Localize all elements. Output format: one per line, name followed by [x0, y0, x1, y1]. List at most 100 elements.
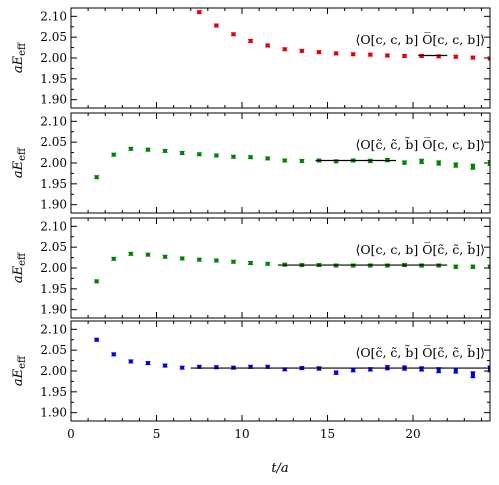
data-point	[111, 153, 116, 157]
data-point	[214, 24, 219, 27]
y-axis-label: aEeff	[11, 147, 28, 178]
data-point	[128, 147, 133, 151]
panel-4: 1.90 1.95 2.00 2.05 2.10 aEeff ⟨O[c̃, c̃, b̃] …	[11, 320, 491, 422]
data-point	[94, 175, 99, 179]
y-axis-label-sub: eff	[17, 42, 28, 56]
y-axis-label: aEeff	[11, 252, 28, 283]
x-tick-label: 10	[234, 427, 249, 441]
data-point	[231, 260, 236, 264]
data-point	[299, 49, 304, 53]
data-point	[248, 261, 253, 265]
panel-1: 1.90 1.95 2.00 2.05 2.10 aEeff ⟨O[c, c, b] O̅[…	[11, 7, 491, 109]
x-axis: 0 5 10 15 20	[67, 427, 421, 441]
data-point	[265, 44, 270, 47]
data-point	[163, 255, 168, 259]
y-tick-label: 1.95	[40, 282, 67, 296]
panel-annotation: ⟨O[c̃, c̃, b̃] O̅[c̃, c̃, b̃]⟩	[355, 344, 485, 360]
data-point	[488, 56, 490, 60]
data-point	[94, 279, 99, 283]
x-tick-label: 15	[320, 427, 335, 441]
y-tick-label: 2.05	[40, 135, 67, 149]
panel-annotation: ⟨O[c̃, c̃, b̃] O̅[c, c, b]⟩	[355, 136, 485, 152]
data-series	[196, 10, 490, 61]
data-point	[94, 338, 99, 342]
data-point	[197, 152, 202, 156]
data-point	[453, 163, 458, 168]
data-point	[248, 39, 253, 43]
data-point	[128, 359, 133, 363]
data-point	[488, 160, 490, 166]
data-point	[145, 253, 150, 257]
data-point	[470, 164, 475, 170]
data-point	[470, 56, 475, 60]
data-point	[334, 51, 339, 55]
data-point	[265, 156, 270, 160]
y-axis-label-sub: eff	[17, 355, 28, 369]
y-axis-label-main: aE	[11, 265, 26, 283]
data-point	[419, 159, 424, 164]
data-point	[128, 252, 133, 256]
y-tick-label: 1.95	[40, 177, 67, 191]
data-point	[231, 32, 236, 36]
y-tick-label: 1.90	[40, 93, 67, 107]
y-tick-label: 1.95	[40, 385, 67, 399]
data-point	[163, 149, 168, 153]
data-point	[436, 160, 441, 166]
data-point	[265, 365, 270, 369]
panel-annotation: ⟨O[c, c, b] O̅[c̃, c̃, b̃]⟩	[355, 241, 485, 257]
y-tick-label: 2.10	[40, 322, 67, 336]
data-point	[299, 159, 304, 163]
panel-frame	[70, 217, 491, 319]
data-point	[214, 259, 219, 262]
data-point	[334, 371, 339, 375]
data-point	[163, 364, 168, 368]
y-tick-label: 2.00	[40, 364, 67, 378]
panel-frame	[70, 112, 491, 214]
data-point	[180, 256, 185, 260]
y-tick-label: 2.00	[40, 156, 67, 170]
data-point	[488, 265, 490, 269]
y-tick-label: 2.05	[40, 30, 67, 44]
data-series	[94, 146, 490, 180]
data-point	[145, 361, 150, 365]
data-point	[316, 50, 321, 54]
data-point	[282, 159, 287, 162]
y-axis-label-main: aE	[11, 160, 26, 178]
data-point	[453, 265, 458, 269]
data-point	[436, 54, 441, 58]
y-axis-label-sub: eff	[17, 147, 28, 161]
data-point	[111, 352, 116, 356]
y-axis-label: aEeff	[11, 42, 28, 73]
y-axis-label: aEeff	[11, 355, 28, 386]
panel-frame	[70, 320, 491, 422]
y-tick-label: 1.90	[40, 198, 67, 212]
y-tick-label: 2.10	[40, 9, 67, 23]
data-point	[368, 53, 373, 57]
y-tick-label: 2.00	[40, 51, 67, 65]
data-point	[402, 54, 407, 58]
panel-2: 1.90 1.95 2.00 2.05 2.10 aEeff ⟨O[c̃, c̃, b̃] …	[11, 112, 491, 214]
x-tick-label: 5	[153, 427, 161, 441]
data-point	[334, 159, 339, 163]
data-point	[488, 366, 490, 372]
data-point	[214, 154, 219, 157]
y-tick-label: 1.90	[40, 303, 67, 317]
y-tick-label: 2.10	[40, 219, 67, 233]
data-point	[231, 155, 236, 159]
data-point	[248, 155, 253, 159]
y-tick-label: 2.05	[40, 240, 67, 254]
data-point	[470, 265, 475, 269]
data-point	[368, 367, 373, 371]
data-point	[436, 367, 441, 373]
data-point	[197, 365, 202, 369]
y-axis-label-sub: eff	[17, 252, 28, 266]
data-point	[111, 257, 116, 261]
x-axis-label: t/a	[271, 461, 288, 476]
x-tick-label: 20	[405, 427, 420, 441]
data-point	[402, 160, 407, 165]
data-point	[470, 371, 475, 378]
data-point	[351, 368, 356, 372]
data-point	[282, 367, 287, 371]
